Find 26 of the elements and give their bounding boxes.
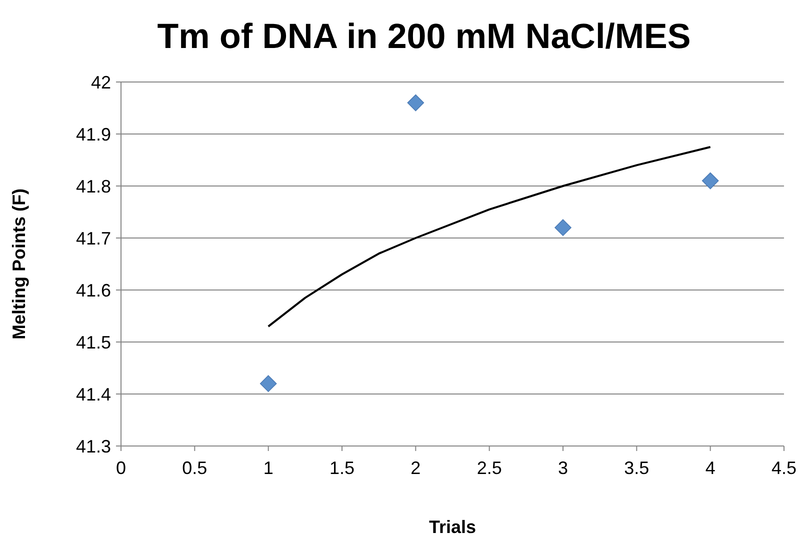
- x-tick-label: 2.5: [476, 458, 502, 478]
- chart-title: Tm of DNA in 200 mM NaCl/MES: [157, 17, 691, 56]
- x-tick-label: 1.5: [329, 458, 355, 478]
- x-tick-label: 4: [705, 458, 716, 478]
- x-tick-label: 0.5: [182, 458, 208, 478]
- point: [260, 375, 277, 392]
- y-tick-label: 41.6: [76, 280, 111, 300]
- x-tick-label: 2: [410, 458, 421, 478]
- y-axis-title: Melting Points (F): [9, 188, 29, 340]
- y-tick-label: 41.4: [76, 384, 111, 404]
- point: [702, 172, 719, 190]
- x-tick-label: 3: [558, 458, 568, 478]
- point: [407, 94, 424, 112]
- y-tick-label: 41.3: [76, 436, 111, 456]
- x-axis-title: Trials: [428, 517, 476, 537]
- x-tick-label: 0: [116, 458, 126, 478]
- point: [554, 219, 572, 236]
- x-tick-label: 4.5: [771, 458, 797, 478]
- line-series: [267, 146, 712, 328]
- x-tick-label: 1: [263, 458, 274, 478]
- x-tick-label: 3.5: [624, 458, 650, 478]
- y-tick-label: 42: [90, 72, 111, 92]
- y-tick-label: 41.5: [76, 332, 111, 352]
- y-tick-label: 41.8: [76, 176, 111, 196]
- y-tick-label: 41.9: [76, 124, 111, 144]
- y-tick-label: 41.7: [76, 228, 111, 248]
